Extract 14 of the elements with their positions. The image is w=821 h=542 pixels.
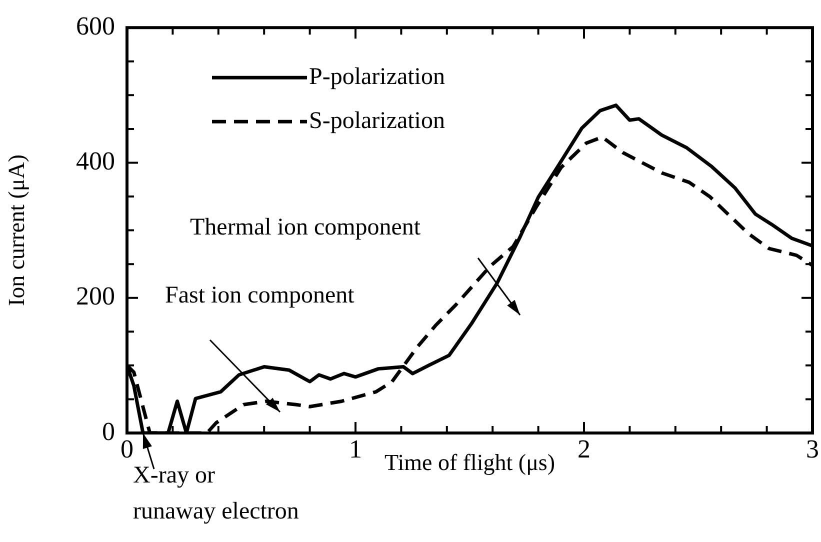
x-tick-label: 0	[120, 434, 134, 464]
legend-label: S-polarization	[309, 108, 445, 134]
y-tick-label: 200	[76, 282, 115, 311]
legend-label: P-polarization	[309, 64, 445, 90]
y-tick-label: 600	[76, 11, 115, 40]
y-axis-title: Ion current (μA)	[4, 154, 29, 306]
y-tick-label: 400	[76, 146, 115, 176]
annotation: X-ray or runaway electron	[133, 462, 299, 524]
x-tick-label: 1	[349, 434, 362, 464]
x-axis-title: Time of flight (μs)	[384, 450, 556, 476]
annotation: Fast ion component	[165, 282, 355, 308]
x-tick-label: 2	[578, 434, 590, 464]
x-tick-label: 3	[806, 434, 819, 464]
annotation: Thermal ion component	[190, 214, 421, 240]
